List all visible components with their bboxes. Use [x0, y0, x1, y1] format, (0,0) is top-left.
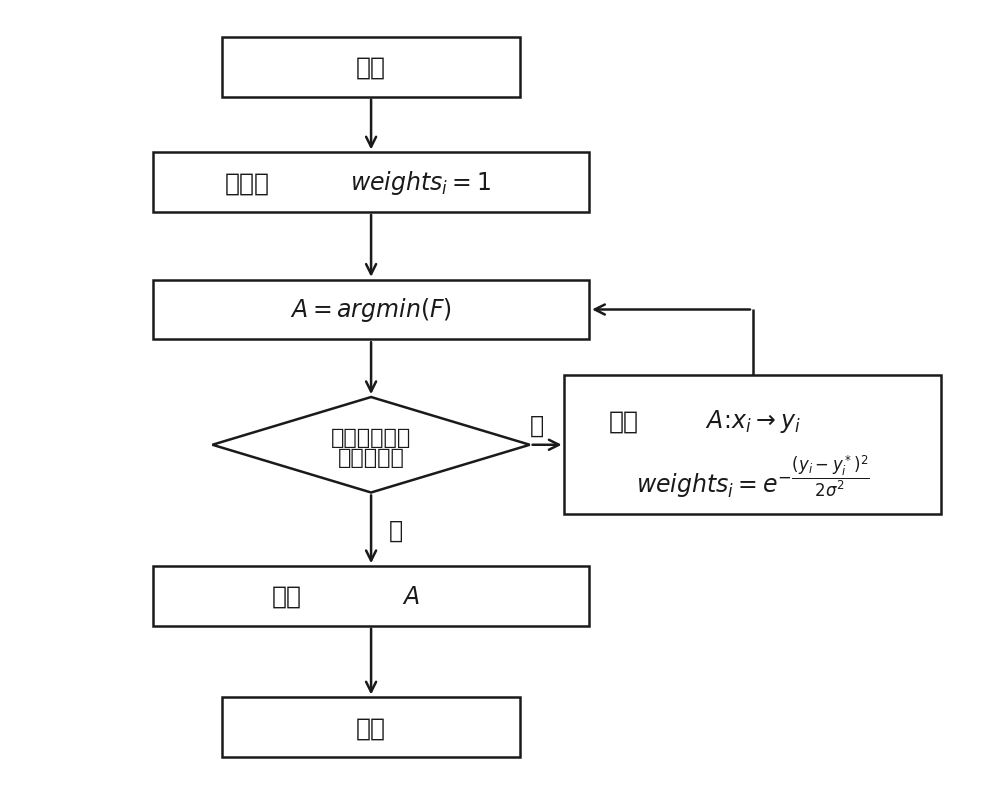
Bar — [153, 153, 589, 213]
Text: 否: 否 — [530, 414, 544, 438]
Text: 初始化: 初始化 — [225, 171, 270, 195]
Text: 开始: 开始 — [356, 55, 386, 79]
Text: 是: 是 — [389, 518, 403, 542]
Bar — [564, 376, 941, 515]
Bar — [153, 566, 589, 626]
Bar — [153, 280, 589, 340]
Text: 输出: 输出 — [272, 585, 302, 608]
Text: 结束: 结束 — [356, 715, 386, 740]
Text: 拟合误差是否: 拟合误差是否 — [331, 427, 411, 447]
Text: $A = \mathit{argmin}(F)$: $A = \mathit{argmin}(F)$ — [290, 296, 452, 324]
Text: 更新: 更新 — [609, 410, 639, 434]
Text: $A\!:\!x_i \rightarrow y_i$: $A\!:\!x_i \rightarrow y_i$ — [705, 408, 801, 435]
Text: 小于预设值: 小于预设值 — [338, 447, 405, 467]
Text: $\mathit{weights}_i = e^{-\dfrac{(y_i-y_i^*)^2}{2\sigma^2}}$: $\mathit{weights}_i = e^{-\dfrac{(y_i-y_… — [636, 454, 870, 500]
Bar — [222, 698, 520, 757]
Polygon shape — [212, 397, 530, 493]
Text: $\mathit{weights}_i = 1$: $\mathit{weights}_i = 1$ — [350, 169, 491, 197]
Text: $A$: $A$ — [402, 585, 420, 608]
Bar — [222, 38, 520, 97]
